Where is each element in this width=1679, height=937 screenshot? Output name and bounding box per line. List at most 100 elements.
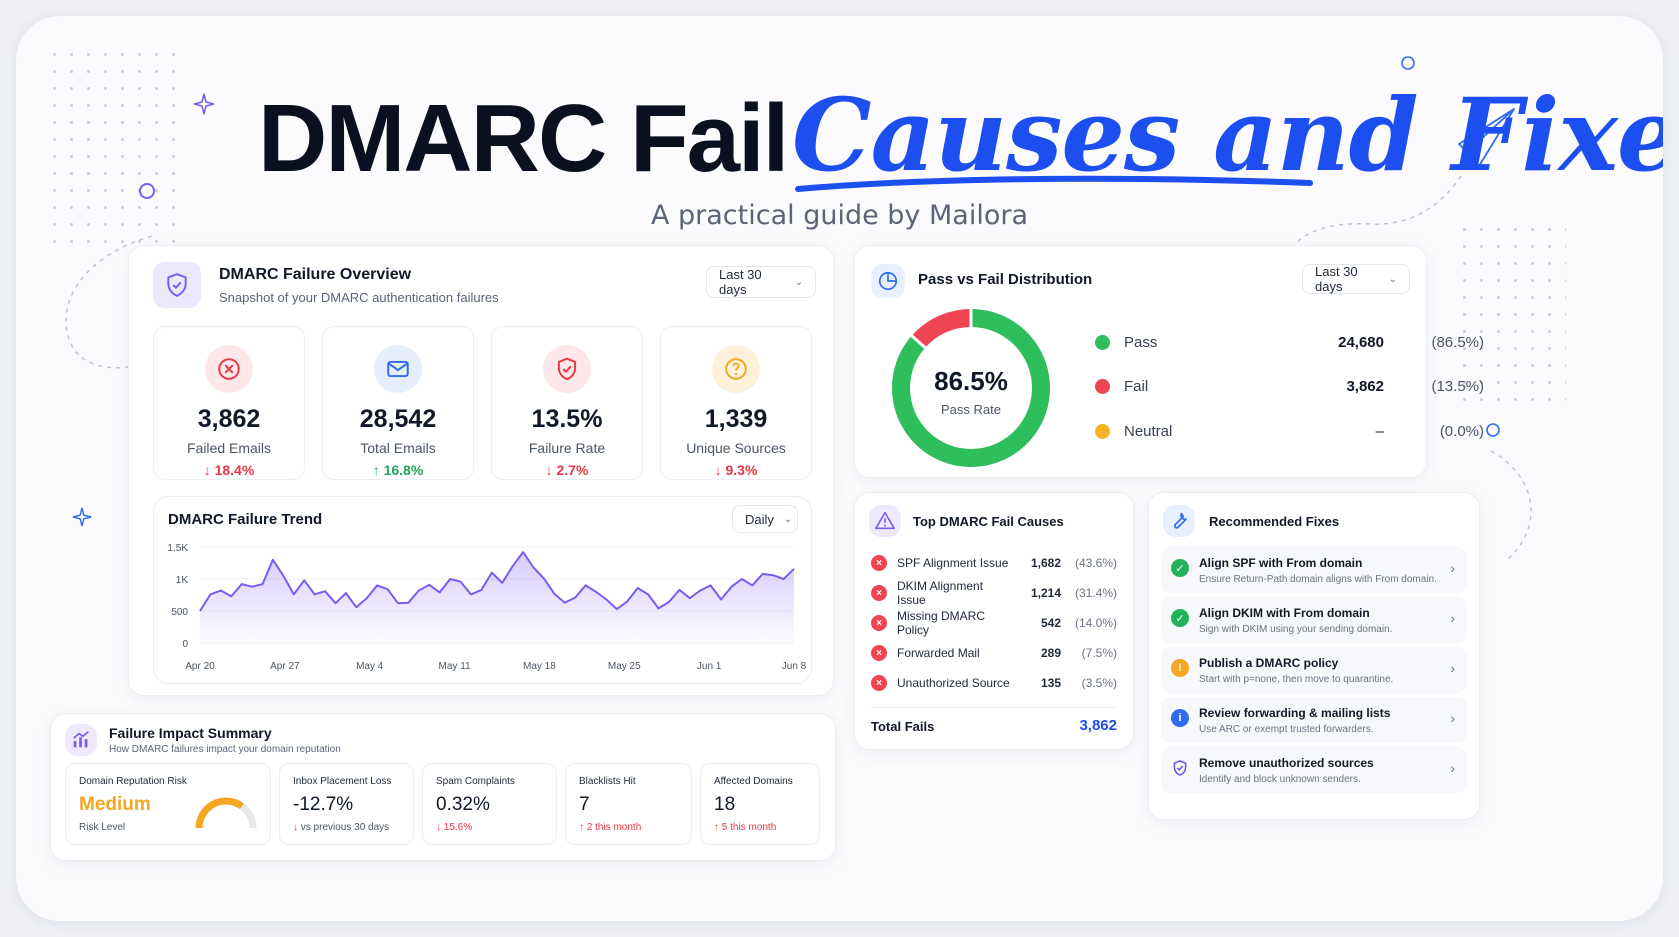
decor-dots-right xyxy=(1456,221,1566,401)
cause-percent: (43.6%) xyxy=(1074,556,1117,570)
y-tick-label: 500 xyxy=(171,607,188,618)
stat-label: Unique Sources xyxy=(686,440,786,456)
stat-card-failure-rate[interactable]: 13.5% Failure Rate ↓ 2.7% xyxy=(491,326,643,480)
trend-interval-select[interactable]: Daily ⌄ xyxy=(732,505,798,533)
legend-percent: (86.5%) xyxy=(1431,334,1484,351)
x-icon: × xyxy=(871,615,887,631)
fix-item[interactable]: ✓ Align DKIM with From domain Sign with … xyxy=(1161,597,1467,643)
decor-dots-top-left xyxy=(46,46,186,246)
causes-title: Top DMARC Fail Causes xyxy=(913,514,1064,529)
legend-count: 24,680 xyxy=(1338,334,1384,351)
check-icon: ✓ xyxy=(1171,559,1189,577)
impact-sub: ↓ vs previous 30 days xyxy=(293,822,389,833)
stat-value: 13.5% xyxy=(531,405,603,433)
donut-slice-fail xyxy=(911,309,972,348)
fix-item[interactable]: i Review forwarding & mailing lists Use … xyxy=(1161,697,1467,743)
fix-item[interactable]: Remove unauthorized sources Identify and… xyxy=(1161,747,1467,793)
title-underline xyxy=(795,175,1313,192)
overview-title: DMARC Failure Overview xyxy=(219,266,412,283)
cause-count: 135 xyxy=(1040,676,1061,690)
cause-name: Unauthorized Source xyxy=(897,676,1010,690)
cause-percent: (14.0%) xyxy=(1074,616,1117,630)
cause-row[interactable]: × Forwarded Mail 289 (7.5%) xyxy=(871,641,1117,665)
overview-range-label: Last 30 days xyxy=(719,267,762,297)
stat-change-value: 18.4% xyxy=(214,462,255,478)
fixes-card: Recommended Fixes ✓ Align SPF with From … xyxy=(1148,492,1480,820)
chevron-down-icon: ⌄ xyxy=(794,276,803,288)
x-tick-label: May 18 xyxy=(523,661,556,672)
impact-value: 7 xyxy=(579,794,590,815)
trend-chart: 0 500 1K 1.5K Apr 20 Apr 27 May 4 May 11 May 18 M… xyxy=(167,543,807,672)
x-tick-label: May 25 xyxy=(608,661,641,672)
mail-icon xyxy=(374,345,422,393)
impact-blacklists[interactable]: Blacklists Hit 7 ↑ 2 this month xyxy=(565,763,692,845)
legend-item-pass: Pass 24,680 (86.5%) xyxy=(1095,334,1484,351)
impact-spam-complaints[interactable]: Spam Complaints 0.32% ↓ 15.6% xyxy=(422,763,557,845)
stat-change: ↑ 16.8% xyxy=(323,462,473,478)
trend-interval-label: Daily xyxy=(745,511,774,527)
x-tick-label: May 4 xyxy=(356,661,384,672)
distribution-card: Pass vs Fail Distribution Last 30 days ⌄… xyxy=(854,245,1484,478)
stat-change: ↓ 2.7% xyxy=(492,462,642,478)
chevron-right-icon: › xyxy=(1450,710,1455,726)
impact-inbox-placement[interactable]: Inbox Placement Loss -12.7% ↓ vs previou… xyxy=(279,763,414,845)
stat-card-unique-sources[interactable]: 1,339 Unique Sources ↓ 9.3% xyxy=(660,326,812,480)
arrow-up-icon: ↑ xyxy=(714,822,722,833)
arrow-down-icon: ↓ xyxy=(545,462,557,478)
cause-row[interactable]: × Missing DMARC Policy 542 (14.0%) xyxy=(871,609,1117,637)
total-fails-label: Total Fails xyxy=(871,719,935,734)
circle-decor-icon xyxy=(1486,423,1500,437)
chart-icon-box xyxy=(65,724,97,756)
cause-name: Forwarded Mail xyxy=(897,646,980,660)
x-circle-icon xyxy=(205,345,253,393)
trend-area xyxy=(200,552,794,643)
shield-icon xyxy=(167,273,187,297)
impact-card: Failure Impact Summary How DMARC failure… xyxy=(50,713,836,861)
x-tick-label: Jun 8 xyxy=(782,661,807,672)
impact-reputation-risk[interactable]: Domain Reputation Risk Medium Risk Level xyxy=(65,763,271,845)
paper-plane-icon xyxy=(1290,108,1515,252)
risk-gauge xyxy=(195,797,257,829)
impact-label: Affected Domains xyxy=(714,776,793,787)
fix-item[interactable]: ✓ Align SPF with From domain Ensure Retu… xyxy=(1161,547,1467,593)
pie-chart-icon xyxy=(878,271,898,291)
stat-card-total-emails[interactable]: 28,542 Total Emails ↑ 16.8% xyxy=(322,326,474,480)
cause-row[interactable]: × SPF Alignment Issue 1,682 (43.6%) xyxy=(871,551,1117,575)
overview-range-select[interactable]: Last 30 days ⌄ xyxy=(706,266,816,298)
legend-percent: (0.0%) xyxy=(1439,423,1484,440)
distribution-range-select[interactable]: Last 30 days ⌄ xyxy=(1302,264,1410,294)
fix-title: Align DKIM with From domain xyxy=(1199,606,1370,620)
cause-count: 542 xyxy=(1040,616,1061,630)
cause-row[interactable]: × Unauthorized Source 135 (3.5%) xyxy=(871,671,1117,695)
distribution-title: Pass vs Fail Distribution xyxy=(918,271,1093,288)
fix-desc: Sign with DKIM using your sending domain… xyxy=(1199,624,1393,635)
trend-title: DMARC Failure Trend xyxy=(168,511,323,528)
overview-subtitle: Snapshot of your DMARC authentication fa… xyxy=(219,290,499,305)
legend-name: Neutral xyxy=(1124,423,1173,440)
fix-item[interactable]: ! Publish a DMARC policy Start with p=no… xyxy=(1161,647,1467,693)
cause-count: 289 xyxy=(1040,646,1061,660)
pass-fail-donut-chart xyxy=(892,308,1050,467)
reputation-value: Medium xyxy=(79,794,151,815)
legend-item-neutral: Neutral – (0.0%) xyxy=(1095,423,1484,440)
sparkle-icon xyxy=(72,507,92,527)
trend-line xyxy=(199,551,795,612)
impact-title: Failure Impact Summary xyxy=(109,725,272,741)
legend-name: Pass xyxy=(1124,334,1158,351)
x-tick-label: May 11 xyxy=(439,661,471,672)
shield-icon xyxy=(1171,759,1189,777)
cause-row[interactable]: × DKIM Alignment Issue 1,214 (31.4%) xyxy=(871,579,1117,607)
donut-gap xyxy=(909,333,927,350)
impact-affected-domains[interactable]: Affected Domains 18 ↑ 5 this month xyxy=(700,763,820,845)
stat-change: ↓ 9.3% xyxy=(661,462,811,478)
chevron-right-icon: › xyxy=(1450,760,1455,776)
impact-label: Inbox Placement Loss xyxy=(293,776,392,787)
stat-card-failed-emails[interactable]: 3,862 Failed Emails ↓ 18.4% xyxy=(153,326,305,480)
stat-value: 1,339 xyxy=(704,405,768,433)
donut-center-value: 86.5% xyxy=(934,366,1008,396)
cause-count: 1,214 xyxy=(1030,586,1061,600)
impact-sub-text: 15.6% xyxy=(443,822,473,833)
fix-title: Remove unauthorized sources xyxy=(1199,756,1374,770)
donut-center-label: Pass Rate xyxy=(941,402,1001,417)
legend-count: – xyxy=(1375,423,1384,440)
